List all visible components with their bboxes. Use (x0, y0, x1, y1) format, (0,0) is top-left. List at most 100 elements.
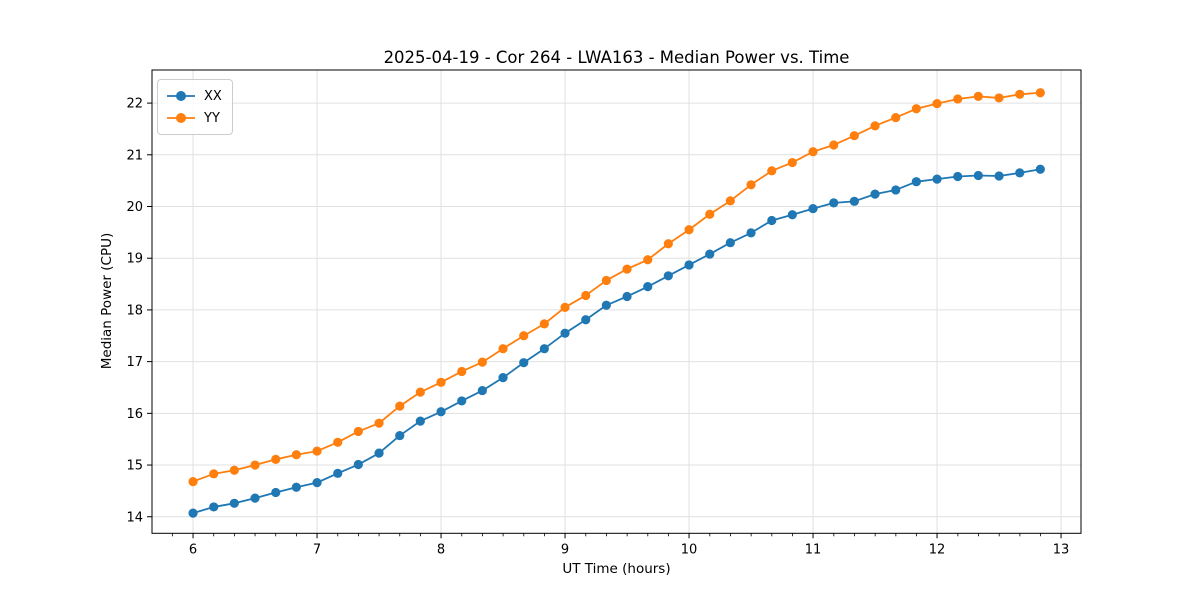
legend-item-yy: YY (166, 107, 222, 129)
series-yy-marker (932, 99, 942, 109)
series-yy-marker (312, 446, 322, 456)
series-yy-marker (519, 331, 529, 341)
series-yy-marker (291, 450, 301, 460)
series-yy-marker (209, 469, 219, 479)
series-yy-marker (415, 387, 425, 397)
y-tick-label: 18 (126, 303, 143, 318)
series-yy-marker (891, 112, 901, 123)
series-xx-marker (829, 198, 839, 208)
series-yy-marker (911, 104, 921, 114)
series-xx-marker (973, 170, 983, 181)
series-xx-marker (1015, 168, 1025, 178)
x-tick-label: 11 (805, 542, 822, 557)
series-yy-marker (1035, 88, 1045, 98)
series-yy-marker (787, 157, 797, 168)
series-xx-marker (188, 508, 198, 518)
y-tick-label: 15 (126, 459, 143, 474)
x-tick-label: 6 (189, 542, 197, 557)
series-xx-marker (870, 189, 880, 199)
series-yy-marker (539, 319, 549, 329)
series-yy-marker (229, 465, 239, 475)
chart-title: 2025-04-19 - Cor 264 - LWA163 - Median P… (383, 48, 850, 67)
legend-label-xx: XX (204, 88, 222, 104)
series-yy-marker (622, 264, 632, 274)
series-xx-marker (209, 502, 219, 512)
series-xx-marker (601, 300, 611, 310)
y-tick-label: 16 (126, 407, 143, 422)
series-xx-marker (436, 407, 446, 417)
series-yy-marker (436, 377, 446, 387)
y-tick-label: 19 (126, 252, 143, 267)
series-yy-marker (994, 93, 1004, 103)
series-xx-marker (539, 344, 549, 354)
series-xx-marker (229, 498, 239, 508)
series-xx-marker (663, 271, 673, 281)
x-tick-label: 12 (929, 542, 946, 557)
series-xx-marker (808, 203, 818, 214)
series-xx-marker (994, 171, 1004, 181)
series-xx-marker (312, 478, 322, 488)
series-yy-marker (457, 366, 467, 377)
series-yy-marker (705, 209, 715, 219)
series-xx-marker (767, 215, 777, 226)
x-tick-label: 13 (1053, 542, 1070, 557)
series-xx-marker (684, 260, 694, 270)
series-xx-marker (560, 328, 570, 338)
x-tick-label: 9 (561, 542, 569, 557)
series-xx-marker (498, 373, 508, 383)
series-yy-marker (953, 94, 963, 104)
series-xx-marker (1035, 164, 1045, 174)
series-xx-marker (622, 291, 632, 302)
series-yy-marker (581, 290, 591, 301)
series-yy-marker (353, 426, 363, 437)
series-yy-marker (498, 344, 508, 354)
series-xx-marker (395, 430, 405, 441)
y-tick-label: 14 (126, 510, 143, 525)
series-xx-marker (271, 487, 281, 498)
series-xx-marker (849, 196, 859, 206)
plot-frame (151, 69, 1082, 534)
series-yy-marker (767, 166, 777, 176)
series-yy-marker (663, 239, 673, 249)
x-tick-label: 10 (681, 542, 698, 557)
series-yy-marker (849, 131, 859, 141)
series-yy-line (192, 91, 1041, 483)
series-yy-marker (725, 196, 735, 206)
series-xx-marker (787, 210, 797, 220)
y-tick-label: 22 (126, 97, 143, 112)
series-xx-marker (353, 459, 363, 470)
series-yy-marker (746, 180, 756, 190)
series-yy-marker (374, 418, 384, 428)
series-yy-marker (973, 91, 983, 101)
x-axis-label: UT Time (hours) (562, 561, 671, 577)
series-yy-marker (188, 476, 198, 487)
y-axis-label: Median Power (CPU) (99, 232, 115, 370)
series-xx-marker (643, 282, 653, 292)
series-xx-marker (374, 448, 384, 458)
series-xx-marker (291, 482, 301, 492)
series-xx-marker (415, 416, 425, 426)
series-xx-marker (705, 249, 715, 259)
y-tick-label: 21 (126, 148, 143, 163)
series-xx-marker (911, 177, 921, 187)
series-xx-marker (477, 385, 487, 396)
legend-label-yy: YY (204, 110, 220, 126)
series-yy-marker (808, 147, 818, 157)
y-tick-label: 20 (126, 200, 143, 215)
legend: XX YY (157, 79, 233, 135)
x-tick-label: 8 (437, 542, 445, 557)
legend-line-marker-xx-icon (167, 91, 195, 101)
series-yy-marker (250, 460, 260, 470)
series-yy-marker (1015, 89, 1025, 99)
series-xx-marker (250, 493, 260, 503)
series-yy-marker (829, 140, 839, 150)
legend-line-marker-yy-icon (167, 113, 195, 123)
series-xx-marker (725, 238, 735, 248)
series-xx-marker (519, 358, 529, 368)
series-xx-marker (581, 315, 591, 325)
legend-item-xx: XX (166, 85, 222, 107)
x-tick-label: 7 (313, 542, 321, 557)
series-yy-marker (601, 275, 611, 286)
